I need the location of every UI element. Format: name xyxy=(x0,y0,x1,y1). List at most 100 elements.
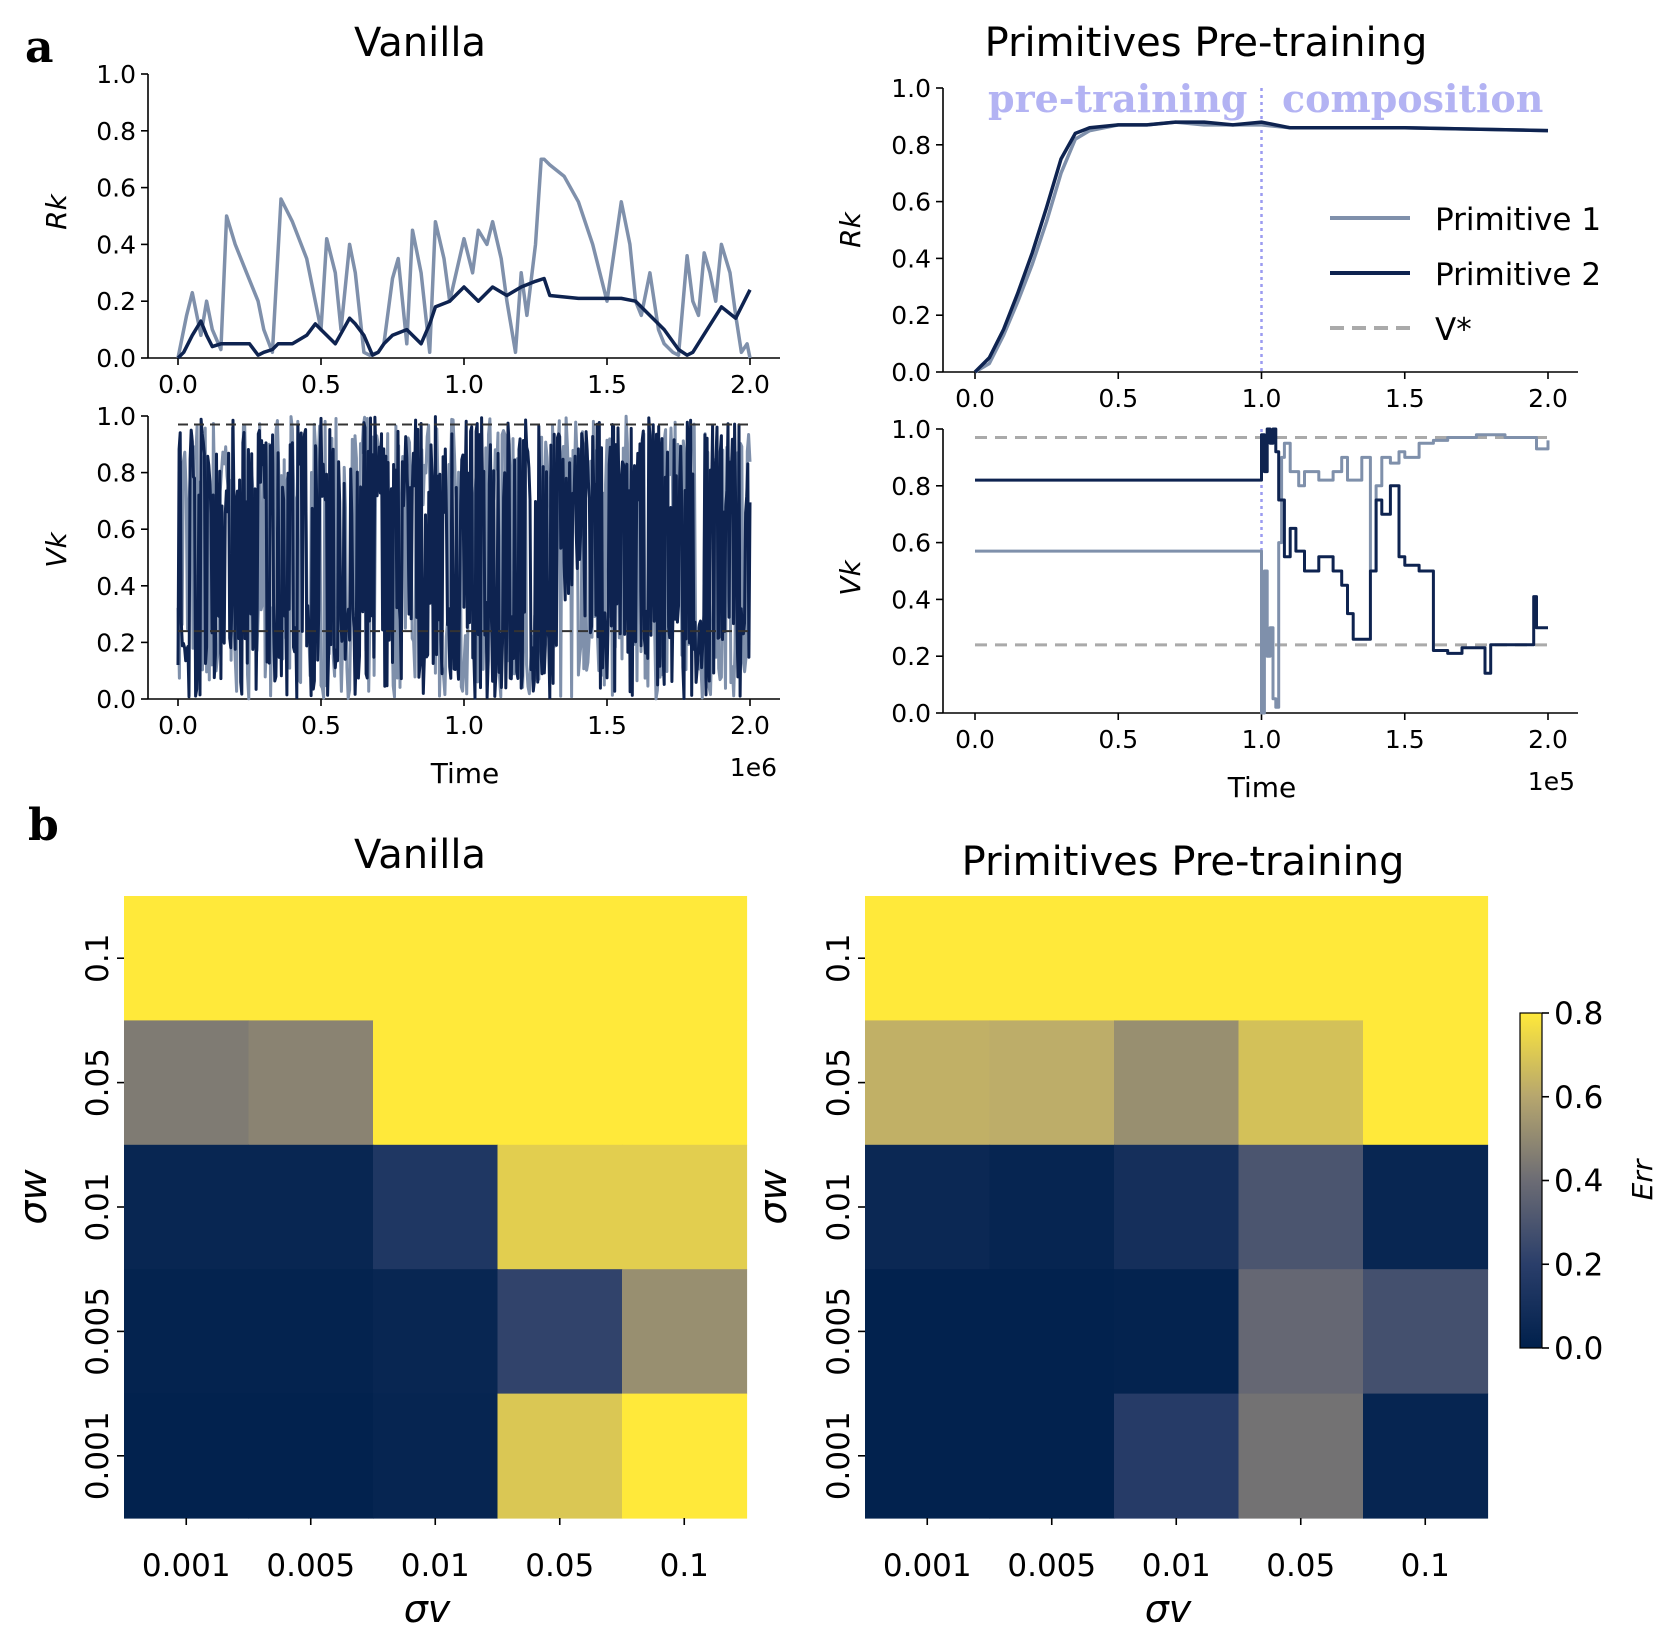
pretraining-value-x-tick-label: 1.0 xyxy=(1242,725,1282,754)
heatmap-vanilla-cell xyxy=(497,896,623,1021)
heatmap-pretraining-xlabel: σv xyxy=(1145,1587,1192,1631)
heatmap-vanilla-cell xyxy=(497,1020,623,1146)
vanilla-reward-x-tick-label: 2.0 xyxy=(730,370,770,399)
heatmap-vanilla-cell xyxy=(622,1020,748,1146)
vanilla-value-ylabel: Vk xyxy=(40,531,73,568)
colorbar-tick-label: 0.6 xyxy=(1554,1080,1603,1116)
heatmap-vanilla-cell xyxy=(248,1144,374,1270)
heatmap-pretraining-cell xyxy=(865,1269,991,1395)
heatmap-vanilla-x-tick-label: 0.001 xyxy=(142,1548,231,1584)
panel-label-b: b xyxy=(28,800,59,851)
heatmap-pretraining-cell xyxy=(1363,1269,1489,1395)
vanilla-value-x-tick-label: 1.5 xyxy=(587,711,627,740)
heatmap-vanilla-cell xyxy=(124,896,250,1021)
colorbar-label: Err xyxy=(1626,1158,1659,1200)
heatmap-pretraining-y-tick-label: 0.005 xyxy=(821,1287,857,1376)
heatmap-pretraining-cell xyxy=(1238,1144,1364,1270)
pretraining-x-scale-note: 1e5 xyxy=(1528,767,1575,796)
heatmap-pretraining-ylabel: σw xyxy=(751,1169,795,1225)
heatmap-pretraining-cell xyxy=(989,1144,1115,1270)
heatmap-vanilla-cell xyxy=(248,896,374,1021)
vanilla-reward-y-tick-label: 0.0 xyxy=(96,344,136,373)
colorbar-tick-label: 0.2 xyxy=(1554,1247,1603,1283)
heatmap-vanilla-x-tick-label: 0.05 xyxy=(525,1548,594,1584)
pretraining-value-ylabel: Vk xyxy=(834,559,867,596)
heatmap-vanilla-cell xyxy=(373,1144,499,1270)
heatmap-vanilla-cell xyxy=(622,1144,748,1270)
vanilla-reward-plot: 0.0 0.5 1.0 1.5 2.0 0.0 0.2 0.4 0.6 0.8 1.0 xyxy=(96,60,780,399)
vanilla-value-y-tick-label: 0.2 xyxy=(96,628,136,657)
pretraining-value-y-tick-label: 1.0 xyxy=(891,415,931,444)
legend-label-vstar: V* xyxy=(1435,312,1472,348)
pretraining-value-plot: 0.0 0.5 1.0 1.5 2.0 0.0 0.2 0.4 0.6 0.8 1.0 xyxy=(891,415,1578,754)
heatmap-pretraining-cell xyxy=(865,1144,991,1270)
heatmap-vanilla-cell xyxy=(124,1144,250,1270)
pretraining-value-x-tick-label: 0.0 xyxy=(955,725,995,754)
pretraining-reward-y-tick-label: 0.8 xyxy=(891,131,931,160)
vanilla-reward-y-tick-label: 1.0 xyxy=(96,60,136,89)
pretraining-value-y-tick-label: 0.4 xyxy=(891,585,931,614)
heatmap-vanilla-y-tick-label: 0.1 xyxy=(80,934,116,983)
heatmap-pretraining-cell xyxy=(1363,1393,1489,1519)
vanilla-reward-ylabel: Rk xyxy=(40,192,73,229)
heatmap-pretraining-x-tick-label: 0.05 xyxy=(1266,1548,1335,1584)
heatmap-vanilla-cell xyxy=(497,1393,623,1519)
vanilla-reward-y-tick-label: 0.6 xyxy=(96,174,136,203)
pretraining-reward-plot: 0.0 0.5 1.0 1.5 2.0 0.0 0.2 0.4 0.6 0.8 1.0 xyxy=(891,74,1578,413)
heatmap-vanilla-cell xyxy=(373,1020,499,1146)
vanilla-time-xlabel: Time xyxy=(430,757,500,790)
pretraining-value-x-tick-label: 2.0 xyxy=(1528,725,1568,754)
heatmap-pretraining-cell xyxy=(1114,1144,1240,1270)
vanilla-title: Vanilla xyxy=(354,20,486,66)
heatmap-vanilla-cell xyxy=(248,1269,374,1395)
heatmap-vanilla-cell xyxy=(622,896,748,1021)
heatmap-pretraining-title: Primitives Pre-training xyxy=(962,839,1405,885)
heatmap-pretraining-cell xyxy=(989,896,1115,1021)
heatmap-vanilla-y-tick-label: 0.001 xyxy=(80,1411,116,1500)
heatmap-pretraining-x-tick-label: 0.005 xyxy=(1007,1548,1096,1584)
panel-label-a: a xyxy=(25,22,54,73)
pretraining-reward-primitive-2-line xyxy=(973,120,1549,374)
heatmap-pretraining-cell xyxy=(865,1020,991,1146)
heatmap-vanilla-x-tick-label: 0.1 xyxy=(660,1548,709,1584)
heatmap-vanilla-cell xyxy=(248,1393,374,1519)
heatmap-vanilla-cell xyxy=(124,1269,250,1395)
heatmap-vanilla-xlabel: σv xyxy=(404,1587,451,1631)
vanilla-value-x-tick-label: 1.0 xyxy=(444,711,484,740)
heatmap-vanilla-title: Vanilla xyxy=(354,832,486,878)
colorbar-tick-label: 0.0 xyxy=(1554,1331,1603,1367)
pretraining-reward-x-tick-label: 0.0 xyxy=(955,384,995,413)
heatmap-pretraining-cell xyxy=(1238,1393,1364,1519)
heatmap-vanilla-cell xyxy=(622,1269,748,1395)
pretraining-reward-y-tick-label: 0.2 xyxy=(891,301,931,330)
heatmap-pretraining-cell xyxy=(989,1269,1115,1395)
heatmap-pretraining-x-tick-label: 0.01 xyxy=(1142,1548,1211,1584)
colorbar: 0.0 0.2 0.4 0.6 0.8 xyxy=(1519,996,1603,1367)
heatmap-vanilla-ylabel: σw xyxy=(11,1169,55,1225)
pretraining-value-y-tick-label: 0.8 xyxy=(891,472,931,501)
pretraining-reward-y-tick-label: 0.4 xyxy=(891,244,931,273)
pretraining-reward-y-tick-label: 1.0 xyxy=(891,74,931,103)
legend-label-primitive-1: Primitive 1 xyxy=(1435,202,1601,238)
vanilla-reward-x-tick-label: 1.5 xyxy=(587,370,627,399)
vanilla-reward-y-tick-label: 0.2 xyxy=(96,287,136,316)
heatmap-pretraining-cell xyxy=(1363,1144,1489,1270)
heatmap-pretraining-cell xyxy=(865,896,991,1021)
colorbar-tick-label: 0.8 xyxy=(1554,996,1603,1032)
pretraining-value-y-tick-label: 0.6 xyxy=(891,529,931,558)
pretraining-reward-x-tick-label: 0.5 xyxy=(1098,384,1138,413)
heatmap-pretraining: 0.001 0.005 0.01 0.05 0.1 0.1 0.05 0.01 0.005 0.0… xyxy=(821,896,1489,1584)
heatmap-vanilla-cell xyxy=(497,1269,623,1395)
heatmap-vanilla-cell xyxy=(622,1393,748,1519)
heatmap-pretraining-cell xyxy=(1238,1020,1364,1146)
heatmap-pretraining-x-tick-label: 0.001 xyxy=(883,1548,972,1584)
colorbar-tick-label: 0.4 xyxy=(1554,1164,1603,1200)
heatmap-pretraining-cell xyxy=(1114,896,1240,1021)
vanilla-value-plot: 0.0 0.5 1.0 1.5 2.0 0.0 0.2 0.4 0.6 0.8 1.0 xyxy=(96,402,780,740)
heatmap-vanilla-cell xyxy=(124,1393,250,1519)
pretraining-reward-y-tick-label: 0.6 xyxy=(891,188,931,217)
heatmap-pretraining-y-tick-label: 0.1 xyxy=(821,934,857,983)
heatmap-pretraining-cell xyxy=(1238,896,1364,1021)
vanilla-value-x-tick-label: 2.0 xyxy=(730,711,770,740)
pretraining-time-xlabel: Time xyxy=(1227,771,1297,804)
